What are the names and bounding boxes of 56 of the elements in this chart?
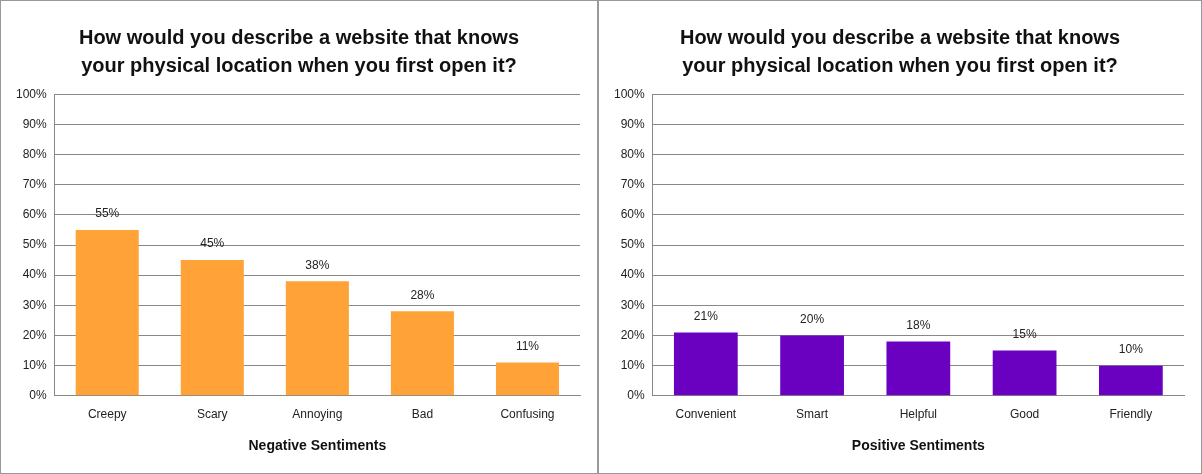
x-tick-label: Good [1009,407,1040,422]
bar [75,229,139,396]
y-tick-label: 10% [22,357,48,372]
y-tick-label: 50% [22,237,48,252]
y-tick-label: 60% [22,207,48,222]
x-tick-label: Confusing [500,407,555,422]
y-tick-label: 80% [22,146,48,161]
data-label: 21% [693,308,719,323]
y-tick-label: 70% [620,176,646,191]
x-axis-title: Negative Sentiments [248,437,387,454]
bar [673,332,738,396]
bar [390,311,454,396]
data-label: 10% [1118,341,1144,356]
y-tick-label: 20% [620,327,646,342]
y-tick-label: 40% [620,267,646,282]
chart-title: How would you describe a website that knows your physical location when you first open it? [77,25,521,78]
y-tick-label: 100% [15,86,48,101]
y-tick-label: 90% [22,116,48,131]
y-tick-label: 60% [620,207,646,222]
data-label: 20% [800,311,825,326]
bar [180,260,244,396]
y-tick-label: 80% [620,146,646,161]
data-label: 11% [515,338,540,353]
data-label: 45% [200,236,225,251]
y-tick-label: 40% [22,267,48,282]
y-tick-label: 0% [627,388,646,403]
y-tick-label: 50% [620,237,646,252]
y-tick-label: 70% [22,176,48,191]
x-axis-title: Positive Sentiments [851,437,986,454]
data-label: 18% [906,317,931,332]
x-tick-label: Annoying [292,407,343,422]
chart-title: How would you describe a website that knows your physical location when you first open it? [678,25,1122,78]
x-tick-label: Convenient [675,407,737,422]
data-label: 55% [95,206,120,221]
y-tick-label: 90% [620,116,646,131]
x-tick-label: Smart [796,407,829,422]
data-label: 38% [305,257,330,272]
x-tick-label: Friendly [1109,407,1153,422]
x-tick-label: Helpful [899,407,938,422]
bar [992,350,1057,396]
y-tick-label: 100% [613,86,646,101]
data-label: 15% [1012,326,1037,341]
y-tick-label: 0% [29,388,48,403]
bar [1098,365,1163,396]
bar [495,362,559,396]
y-tick-label: 10% [620,357,646,372]
x-tick-label: Scary [196,407,228,422]
x-tick-label: Bad [411,407,434,422]
x-tick-label: Creepy [87,407,127,422]
bar [285,281,349,396]
data-label: 28% [410,287,435,302]
y-tick-label: 30% [620,297,646,312]
y-tick-label: 20% [22,327,48,342]
bar [886,341,951,396]
y-tick-label: 30% [22,297,48,312]
bar [780,335,844,396]
